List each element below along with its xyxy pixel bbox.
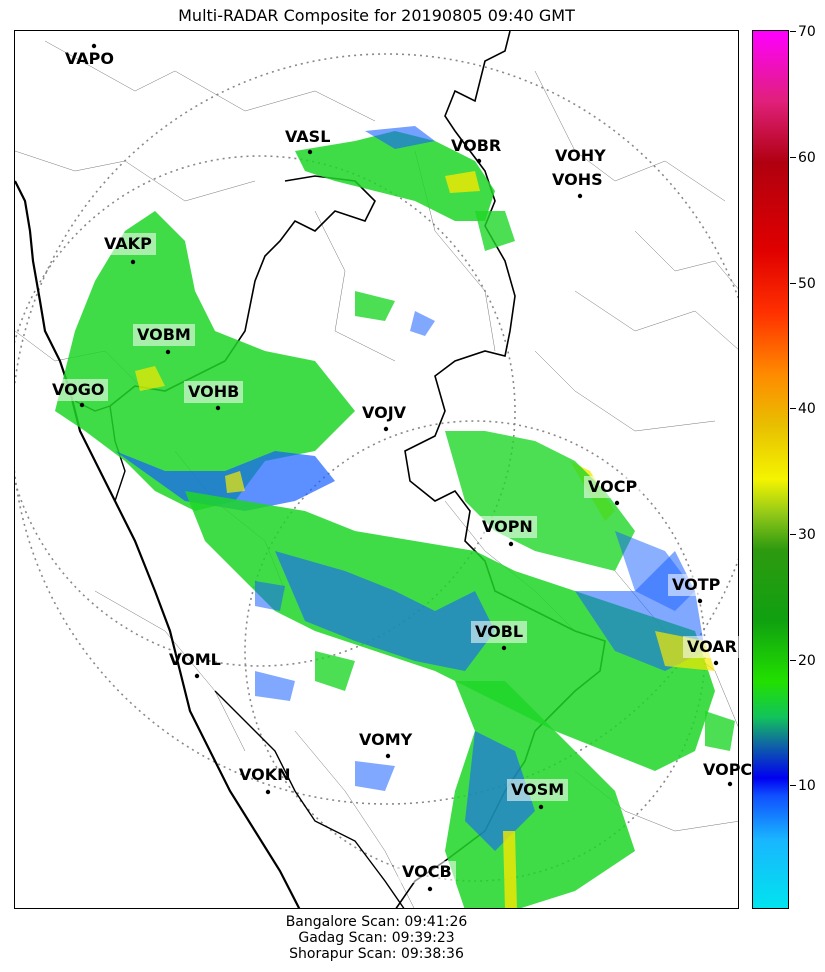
colorbar-tick-label: 20 [798, 653, 816, 669]
station-label-voar: VOAR [683, 636, 741, 658]
station-dot-vobm [165, 349, 171, 355]
station-dot-voml [194, 673, 200, 679]
station-dot-vobl [501, 645, 507, 651]
station-label-vobm: VOBM [133, 324, 195, 346]
colorbar-tick [790, 408, 796, 409]
colorbar [752, 30, 789, 909]
scan-time-shorapur: Shorapur Scan: 09:38:36 [289, 946, 464, 962]
station-dot-vakp [130, 259, 136, 265]
station-label-vohb: VOHB [184, 381, 244, 403]
station-dot-vomy [385, 753, 391, 759]
station-label-vobl: VOBL [471, 621, 528, 643]
station-label-vosm: VOSM [507, 779, 569, 801]
range-ring-gadag-inner [15, 155, 516, 667]
station-label-vohs: VOHS [552, 170, 603, 189]
colorbar-tick [790, 785, 796, 786]
scan-time-gadag: Gadag Scan: 09:39:23 [298, 930, 455, 946]
station-dot-voar [713, 660, 719, 666]
scan-time-bangalore: Bangalore Scan: 09:41:26 [285, 914, 468, 930]
station-dot-votp [697, 598, 703, 604]
colorbar-gradient [753, 31, 788, 908]
station-label-vogo: VOGO [48, 379, 109, 401]
radar-map [14, 30, 739, 909]
station-dot-vogo [79, 402, 85, 408]
station-dot-vohb [215, 405, 221, 411]
colorbar-tick [790, 534, 796, 535]
station-dot-vosm [538, 804, 544, 810]
station-label-vomy: VOMY [359, 730, 413, 749]
station-label-vakp: VAKP [100, 233, 156, 255]
coastline [15, 180, 301, 908]
station-dots [79, 43, 733, 892]
colorbar-tick-label: 40 [798, 401, 816, 417]
station-dot-vojv [383, 426, 389, 432]
scan-times: Bangalore Scan: 09:41:26 Gadag Scan: 09:… [14, 914, 739, 962]
station-label-voml: VOML [169, 650, 221, 669]
radar-map-canvas [15, 31, 738, 908]
station-label-vobr: VOBR [451, 136, 502, 155]
colorbar-tick-label: 50 [798, 276, 816, 292]
colorbar-tick [790, 31, 796, 32]
station-dot-vocp [614, 500, 620, 506]
station-label-vohy: VOHY [555, 146, 606, 165]
station-label-vocp: VOCP [584, 476, 642, 498]
map-title: Multi-RADAR Composite for 20190805 09:40… [178, 6, 575, 25]
station-label-vojv: VOJV [362, 403, 407, 422]
colorbar-tick [790, 283, 796, 284]
station-label-vokn: VOKN [239, 765, 291, 784]
colorbar-tick-label: 70 [798, 24, 816, 40]
station-dot-vapo [91, 43, 97, 49]
reflectivity-areas [55, 126, 735, 908]
station-label-vocb: VOCB [398, 861, 456, 883]
station-dot-vopn [508, 541, 514, 547]
colorbar-tick [790, 157, 796, 158]
station-label-vasl: VASL [285, 127, 331, 146]
colorbar-tick-label: 30 [798, 527, 816, 543]
station-label-vopc: VOPC [703, 760, 753, 779]
station-dot-vasl [307, 149, 313, 155]
station-dot-vopc [727, 781, 733, 787]
station-dot-vocb [427, 886, 433, 892]
station-dot-vobr [476, 158, 482, 164]
range-ring-gadag-outer [15, 53, 738, 805]
colorbar-tick-label: 60 [798, 150, 816, 166]
station-label-votp: VOTP [668, 574, 725, 596]
colorbar-tick [790, 660, 796, 661]
station-dot-vohs [577, 193, 583, 199]
station-dot-vokn [265, 789, 271, 795]
colorbar-tick-label: 10 [798, 778, 816, 794]
station-label-vopn: VOPN [478, 516, 537, 538]
station-label-vapo: VAPO [65, 49, 115, 68]
kerala-boundary [214, 690, 405, 908]
